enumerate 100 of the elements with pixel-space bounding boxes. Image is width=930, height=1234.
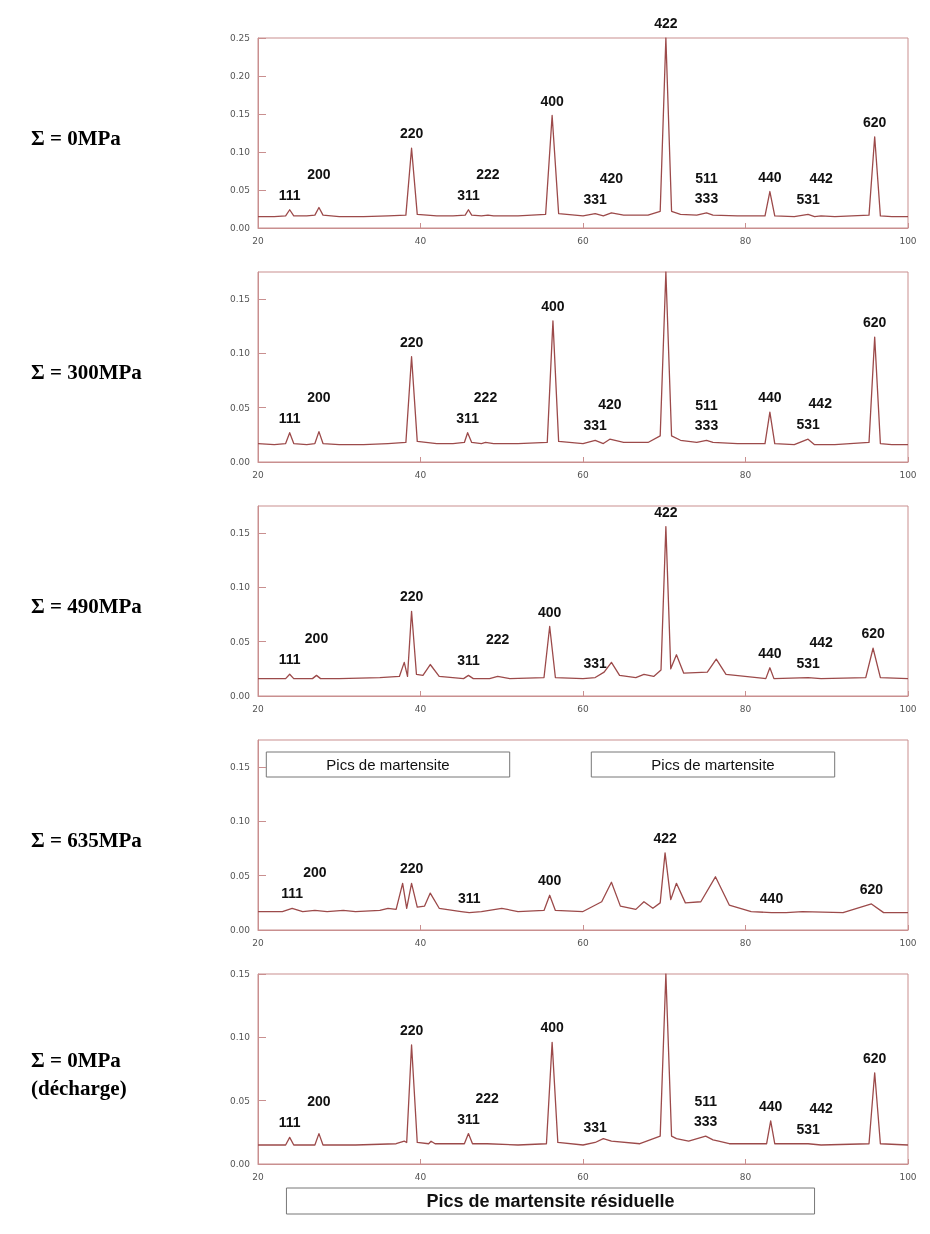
annotation: 440 <box>758 644 782 661</box>
line-series <box>257 271 909 446</box>
annotation: 400 <box>538 872 562 889</box>
text: Σ = 490MPa <box>31 594 143 618</box>
annotation: 222 <box>486 631 510 648</box>
text: Σ = 635MPa <box>31 828 143 852</box>
x-tick-label: 100 <box>899 1171 917 1182</box>
y-tick-label: 0.00 <box>229 1159 251 1169</box>
annotation: 531 <box>796 416 820 433</box>
annotation: 311 <box>457 186 480 203</box>
y-tick-label: 0.00 <box>229 691 251 701</box>
annotation: 442 <box>809 1099 833 1116</box>
x-tick-label: 60 <box>577 235 589 246</box>
annotation: 531 <box>796 191 820 208</box>
y-tick-label: 0.05 <box>229 636 250 647</box>
line-series <box>257 37 909 218</box>
annotation: 400 <box>540 92 565 109</box>
annotation: 400 <box>541 297 565 314</box>
annotation: 220 <box>399 860 424 877</box>
annotation: 442 <box>809 170 833 187</box>
y-tick-label: 0.20 <box>229 71 251 81</box>
annotation: 420 <box>599 169 624 186</box>
annotation: 440 <box>758 389 782 406</box>
y-tick-label: 0.15 <box>229 762 250 773</box>
annotation: 620 <box>861 625 885 642</box>
annotation: 220 <box>399 333 424 350</box>
annotation: Pics de martensite <box>326 756 450 773</box>
annotation: 400 <box>540 1019 565 1036</box>
y-tick-label: 0.10 <box>229 1032 251 1043</box>
x-tick-label: 40 <box>414 469 427 480</box>
annotation: 200 <box>307 1093 331 1110</box>
annotation: 440 <box>759 889 784 906</box>
line-series <box>257 525 909 680</box>
x-tick-label: 20 <box>252 937 264 948</box>
annotation: 422 <box>654 503 678 520</box>
y-tick-label: 0.05 <box>229 870 250 881</box>
annotation: 311 <box>457 1110 480 1127</box>
y-tick-label: 0.15 <box>229 109 250 119</box>
x-tick-label: 20 <box>252 1171 264 1182</box>
annotation: 220 <box>399 1021 424 1038</box>
x-tick-label: 40 <box>414 703 427 714</box>
annotation: 511 333 <box>694 169 719 206</box>
annotation: 620 <box>863 113 887 130</box>
x-tick-label: 60 <box>577 937 589 948</box>
annotation: 111 <box>278 651 301 668</box>
x-tick-label: 80 <box>739 1171 752 1182</box>
x-tick-label: 40 <box>414 937 427 948</box>
annotation: 442 <box>808 395 833 412</box>
annotation: 220 <box>399 588 424 605</box>
y-tick-label: 0.05 <box>229 402 250 413</box>
y-tick-label: 0.15 <box>229 528 250 539</box>
annotation: 200 <box>307 388 331 405</box>
annotation: Pics de martensite <box>651 756 775 773</box>
y-tick-label: 0.10 <box>229 582 251 593</box>
annotation: 111 <box>278 409 301 426</box>
annotation: 531 <box>796 654 820 671</box>
text: Σ = 0MPa <box>31 126 122 150</box>
annotation: 222 <box>473 388 498 405</box>
text: Σ = 300MPa <box>31 360 143 384</box>
annotation: 331 <box>583 417 608 434</box>
annotation: 220 <box>399 125 424 142</box>
x-tick-label: 40 <box>414 1171 427 1182</box>
annotation: 331 <box>583 654 608 671</box>
x-tick-label: 100 <box>899 235 917 246</box>
annotation: 311 <box>457 652 480 669</box>
y-tick-label: 0.25 <box>229 33 250 43</box>
x-tick-label: 80 <box>739 469 752 480</box>
annotation: 331 <box>583 190 608 207</box>
annotation: 111 <box>281 885 304 902</box>
y-tick-label: 0.10 <box>229 147 251 157</box>
x-tick-label: 20 <box>252 469 264 480</box>
annotation: 200 <box>303 864 327 881</box>
x-tick-label: 80 <box>739 703 752 714</box>
annotation: 400 <box>538 603 562 620</box>
x-tick-label: 80 <box>739 235 752 246</box>
x-tick-label: 20 <box>252 235 264 246</box>
y-tick-label: 0.05 <box>229 185 250 195</box>
annotation: 620 <box>863 1049 887 1066</box>
annotation: 440 <box>759 1097 783 1114</box>
x-tick-label: 80 <box>739 937 752 948</box>
annotation: 440 <box>758 168 782 185</box>
annotation: 222 <box>476 165 500 182</box>
line-series <box>257 973 909 1146</box>
annotation: 200 <box>307 165 331 182</box>
y-tick-label: 0.00 <box>229 223 251 233</box>
y-tick-label: 0.05 <box>229 1095 250 1106</box>
y-tick-label: 0.10 <box>229 348 251 359</box>
x-tick-label: 60 <box>577 469 589 480</box>
annotation: 420 <box>598 396 622 413</box>
annotation: 511 333 <box>694 397 719 434</box>
annotation: 111 <box>278 1114 301 1131</box>
x-tick-label: 60 <box>577 703 589 714</box>
annotation: 331 <box>583 1119 608 1136</box>
x-tick-label: 20 <box>252 703 264 714</box>
annotation: 422 <box>654 15 678 31</box>
annotation: 531 <box>796 1120 820 1137</box>
x-tick-label: 100 <box>899 937 917 948</box>
annotation: 422 <box>653 829 677 846</box>
annotation: 311 <box>456 409 480 426</box>
annotation: 442 <box>809 633 833 650</box>
